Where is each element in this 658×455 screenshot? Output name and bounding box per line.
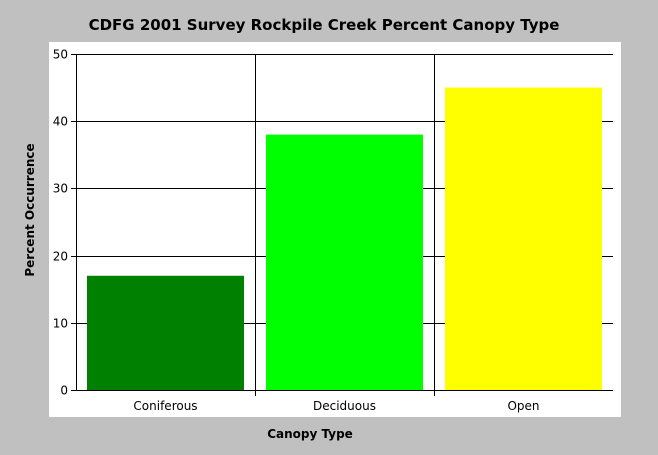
bars-layer bbox=[87, 87, 602, 390]
y-tick-label: 20 bbox=[53, 250, 68, 264]
y-axis-label: Percent Occurrence bbox=[23, 143, 37, 276]
x-tick-label: Coniferous bbox=[133, 399, 197, 413]
chart-title: CDFG 2001 Survey Rockpile Creek Percent … bbox=[89, 16, 560, 34]
x-axis-label: Canopy Type bbox=[267, 427, 353, 441]
bar-deciduous bbox=[266, 134, 423, 390]
y-tick-label: 0 bbox=[60, 384, 68, 398]
x-tick-label: Open bbox=[507, 399, 539, 413]
y-tick-label: 30 bbox=[53, 182, 68, 196]
y-tick-label: 50 bbox=[53, 48, 68, 62]
ticks-layer: 0 10 20 30 40 50 Coniferous Deciduous Open bbox=[53, 48, 540, 414]
bar-open bbox=[445, 87, 602, 390]
axes-layer bbox=[76, 54, 613, 391]
y-tick-label: 10 bbox=[53, 317, 68, 331]
y-tick-label: 40 bbox=[53, 115, 68, 129]
x-tick-label: Deciduous bbox=[313, 399, 376, 413]
bar-coniferous bbox=[87, 275, 244, 390]
